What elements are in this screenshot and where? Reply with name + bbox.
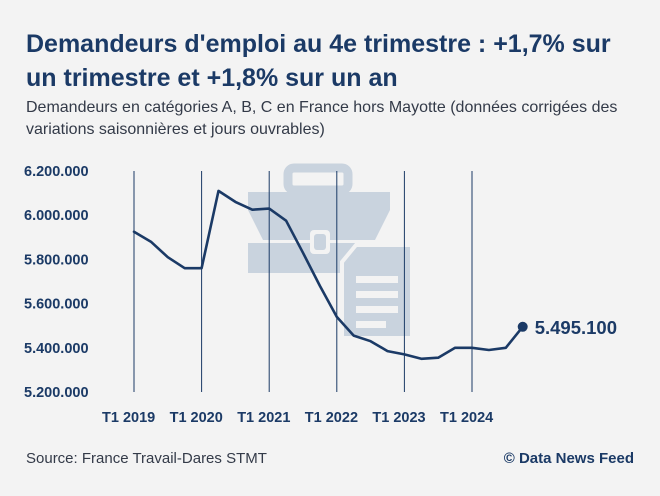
chart-title: Demandeurs d'emploi au 4e trimestre : +1… [26,30,611,92]
y-tick-label: 5.400.000 [24,341,89,357]
x-tick-label: T1 2024 [440,410,493,426]
x-tick-label: T1 2022 [305,410,358,426]
y-tick-label: 5.200.000 [24,385,89,401]
y-tick-label: 5.600.000 [24,297,89,313]
x-tick-label: T1 2019 [102,410,155,426]
document-watermark-icon [340,243,414,340]
end-point-marker [517,321,528,332]
x-tick-label: T1 2023 [372,410,425,426]
copyright-note: © Data News Feed [503,450,634,467]
chart-subtitle: Demandeurs en catégories A, B, C en Fran… [26,99,618,138]
series-line [132,189,525,361]
y-tick-label: 6.000.000 [24,208,89,224]
x-tick-label: T1 2020 [170,410,223,426]
end-value-label: 5.495.100 [535,317,617,338]
line-chart: 6.200.000 6.000.000 5.800.000 5.600.000 5.40… [24,163,617,426]
y-tick-label: 5.800.000 [24,252,89,268]
source-note: Source: France Travail-Dares STMT [26,450,267,467]
x-tick-label: T1 2021 [237,410,290,426]
y-tick-label: 6.200.000 [24,164,89,180]
